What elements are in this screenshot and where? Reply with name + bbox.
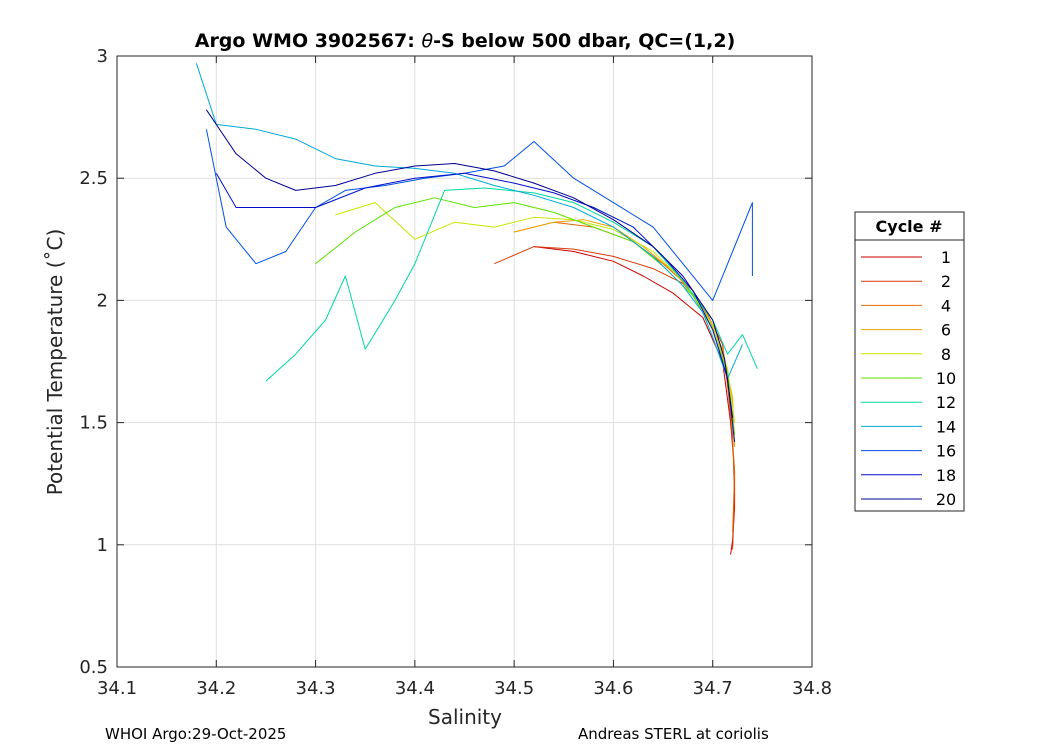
- y-tick-label: 1: [97, 535, 108, 556]
- series-line-cycle-12: [265, 187, 758, 382]
- series-line-cycle-18: [215, 172, 736, 443]
- y-tick-label: 2: [97, 290, 108, 311]
- legend-label-cycle-20: 20: [936, 490, 956, 509]
- x-tick-label: 34.5: [494, 678, 534, 699]
- chart-title: Argo WMO 3902567: θ-S below 500 dbar, QC…: [195, 30, 736, 52]
- series-line-cycle-20: [205, 109, 734, 418]
- x-tick-label: 34.4: [395, 678, 435, 699]
- footer-left: WHOI Argo:29-Oct-2025: [105, 725, 287, 743]
- x-tick-label: 34.2: [196, 678, 236, 699]
- plot-frame: [116, 55, 813, 668]
- legend-label-cycle-18: 18: [936, 466, 956, 485]
- chart-title-prefix: Argo WMO 3902567:: [195, 30, 422, 52]
- y-tick-label: 1.5: [79, 413, 108, 434]
- legend-label-cycle-6: 6: [941, 321, 951, 340]
- legend-label-cycle-10: 10: [936, 369, 956, 388]
- x-axis-label: Salinity: [428, 705, 502, 729]
- y-tick-label: 3: [97, 46, 108, 67]
- legend-label-cycle-12: 12: [936, 393, 956, 412]
- footer-right: Andreas STERL at coriolis: [578, 725, 769, 743]
- legend-box: [854, 211, 965, 512]
- legend-title: Cycle #: [876, 217, 943, 236]
- chart-title-suffix: -S below 500 dbar, QC=(1,2): [433, 30, 735, 52]
- legend-label-cycle-2: 2: [941, 272, 951, 291]
- plot-area: [117, 56, 812, 667]
- series-line-cycle-14: [195, 63, 743, 380]
- chart-title-theta: θ: [421, 30, 433, 52]
- x-tick-label: 34.8: [792, 678, 832, 699]
- x-tick-label: 34.7: [693, 678, 733, 699]
- y-tick-label: 2.5: [79, 168, 108, 189]
- x-tick-label: 34.6: [593, 678, 633, 699]
- legend-label-cycle-1: 1: [941, 248, 951, 267]
- y-tick-label: 0.5: [79, 657, 108, 678]
- series-line-cycle-16: [205, 129, 753, 301]
- series-layer: [195, 63, 758, 555]
- y-axis-label: Potential Temperature (˚C): [43, 229, 67, 496]
- x-tick-label: 34.3: [296, 678, 336, 699]
- legend-label-cycle-8: 8: [941, 345, 951, 364]
- legend-label-cycle-14: 14: [936, 417, 956, 436]
- axis-ticks: 34.1 34.2 34.3 34.4 34.5 34.6 34.7 34.8 0.5 1 1.5 2…: [79, 46, 832, 699]
- legend-label-cycle-4: 4: [941, 296, 951, 315]
- legend-label-cycle-16: 16: [936, 442, 956, 461]
- x-tick-label: 34.1: [97, 678, 137, 699]
